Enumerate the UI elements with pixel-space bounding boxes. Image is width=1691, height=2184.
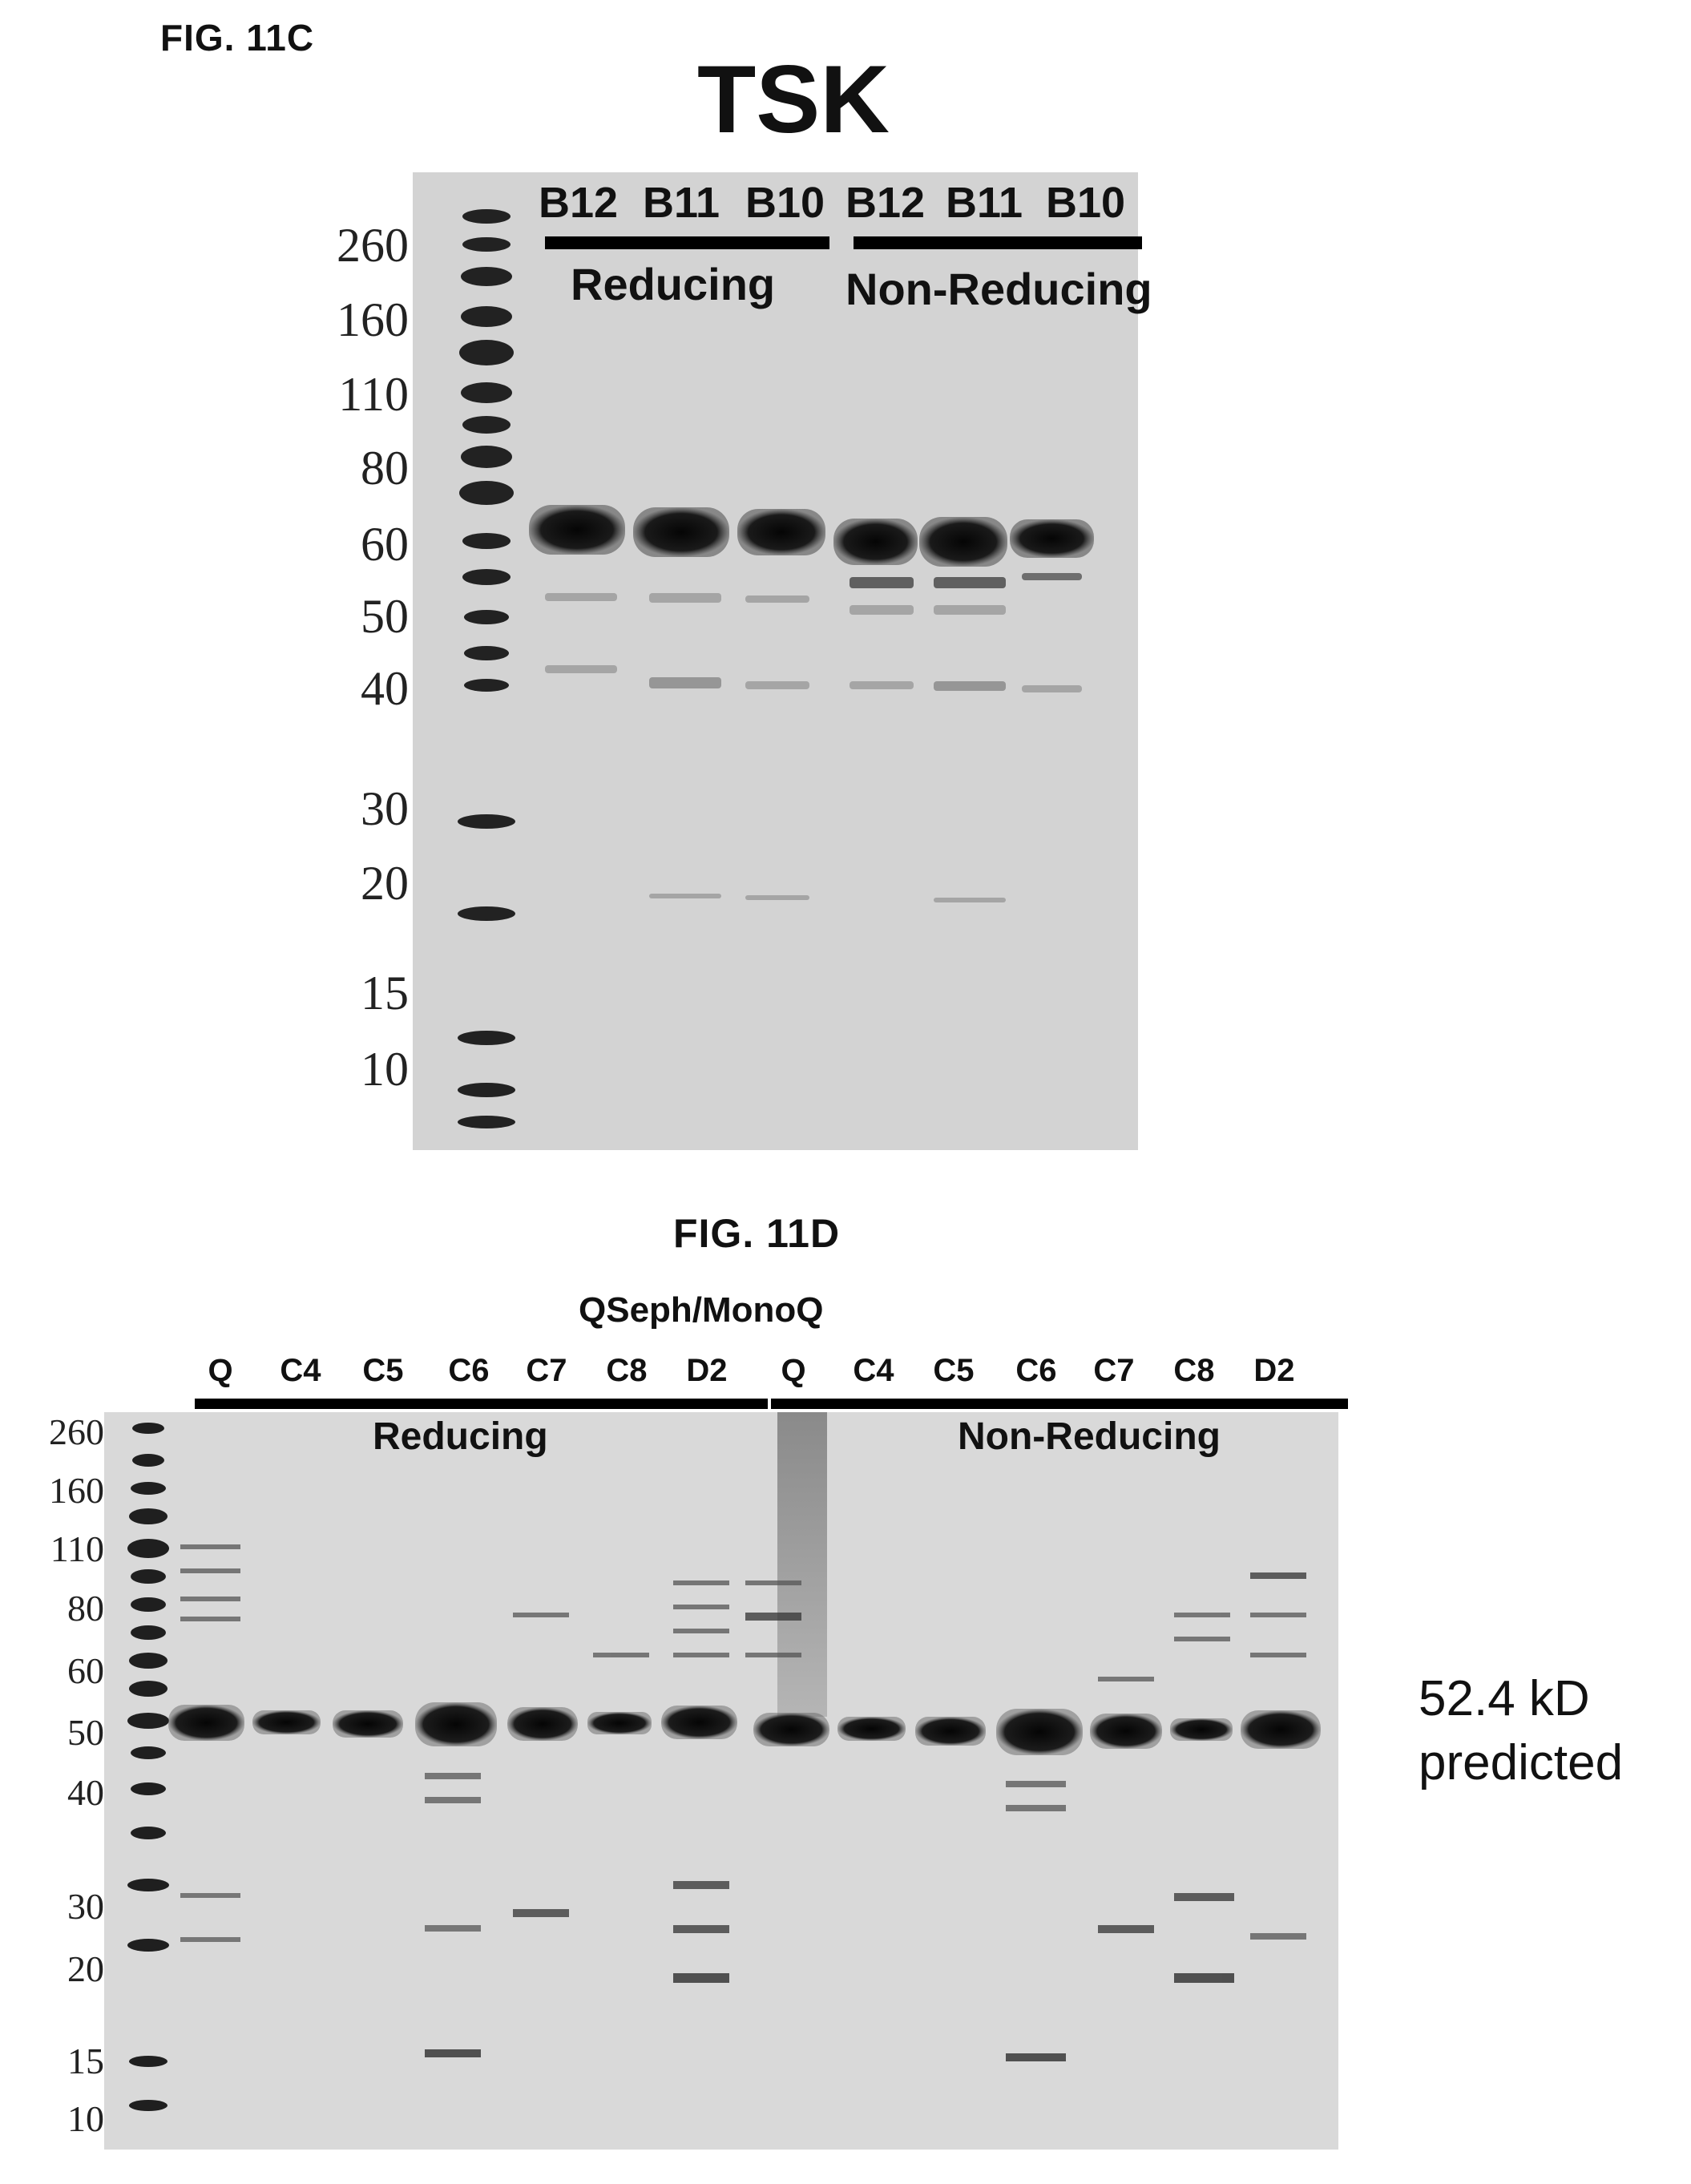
lane-label: B10 [1046, 179, 1126, 227]
lane-label: C5 [362, 1353, 404, 1388]
marker-label: 40 [361, 662, 409, 715]
fig-11d-title: QSeph/MonoQ [579, 1290, 824, 1330]
lane-label: B12 [539, 179, 619, 227]
lane-label: C5 [933, 1353, 975, 1388]
lane-label: C6 [448, 1353, 490, 1388]
lane-label: C4 [853, 1353, 894, 1388]
fig-11d-gel-image [104, 1412, 1338, 2150]
lane-label: D2 [1253, 1353, 1295, 1388]
fig-11c-faint-bands [545, 573, 1082, 902]
lane-label: Q [208, 1353, 233, 1388]
predicted-mass-note: predicted [1419, 1735, 1624, 1790]
marker-label: 20 [67, 1948, 104, 1989]
reducing-label: Reducing [571, 259, 776, 309]
marker-label: 80 [67, 1588, 104, 1629]
fig-11c-label: FIG. 11C [160, 17, 315, 59]
marker-label: 50 [67, 1712, 104, 1753]
marker-label: 10 [67, 2098, 104, 2139]
marker-label: 20 [361, 857, 409, 910]
fig-11c-main-bands [529, 505, 1094, 567]
lane-label: Q [781, 1353, 806, 1388]
reducing-bar [545, 236, 829, 249]
non-reducing-bar [771, 1399, 1348, 1409]
lane-label: C7 [1093, 1353, 1135, 1388]
fig-11c-gel-image [413, 172, 1138, 1150]
marker-label: 15 [67, 2041, 104, 2081]
fig-11d-main-bands [168, 1702, 1321, 1755]
non-reducing-label: Non-Reducing [846, 264, 1152, 314]
non-reducing-bar [854, 236, 1142, 249]
fig-11d-ladder [127, 1423, 169, 2111]
lane-label: C6 [1015, 1353, 1057, 1388]
predicted-mass-annotation: 52.4 kD predicted [1419, 1667, 1623, 1795]
marker-label: 40 [67, 1772, 104, 1813]
marker-label: 30 [67, 1886, 104, 1927]
marker-label: 50 [361, 590, 409, 643]
marker-label: 60 [361, 518, 409, 571]
marker-label: 160 [49, 1470, 104, 1511]
non-reducing-label: Non-Reducing [958, 1415, 1221, 1458]
marker-label: 10 [361, 1043, 409, 1096]
fig-11d-label: FIG. 11D [673, 1211, 841, 1256]
lane-label: B12 [846, 179, 926, 227]
reducing-label: Reducing [373, 1415, 548, 1458]
fig-11c-title: TSK [697, 46, 890, 153]
lane-label: C7 [526, 1353, 567, 1388]
lane-label: C4 [280, 1353, 321, 1388]
marker-label: 30 [361, 782, 409, 835]
fig-11c-ladder [458, 209, 515, 1128]
lane-label: B10 [745, 179, 825, 227]
marker-label: 260 [49, 1411, 104, 1452]
fig-11d-smear [777, 1412, 827, 1717]
marker-label: 15 [361, 967, 409, 1019]
lane-label: B11 [946, 179, 1023, 227]
marker-label: 80 [361, 442, 409, 495]
lane-label: C8 [606, 1353, 648, 1388]
lane-label: B11 [643, 179, 720, 227]
lane-label: C8 [1173, 1353, 1215, 1388]
predicted-mass-value: 52.4 kD [1419, 1671, 1590, 1726]
lane-label: D2 [686, 1353, 728, 1388]
marker-label: 60 [67, 1650, 104, 1691]
reducing-bar [195, 1399, 768, 1409]
fig-11d-secondary-bands [180, 1544, 1306, 2061]
marker-label: 160 [337, 293, 409, 346]
marker-label: 110 [338, 368, 409, 421]
marker-label: 110 [50, 1528, 104, 1569]
marker-label: 260 [337, 219, 409, 272]
